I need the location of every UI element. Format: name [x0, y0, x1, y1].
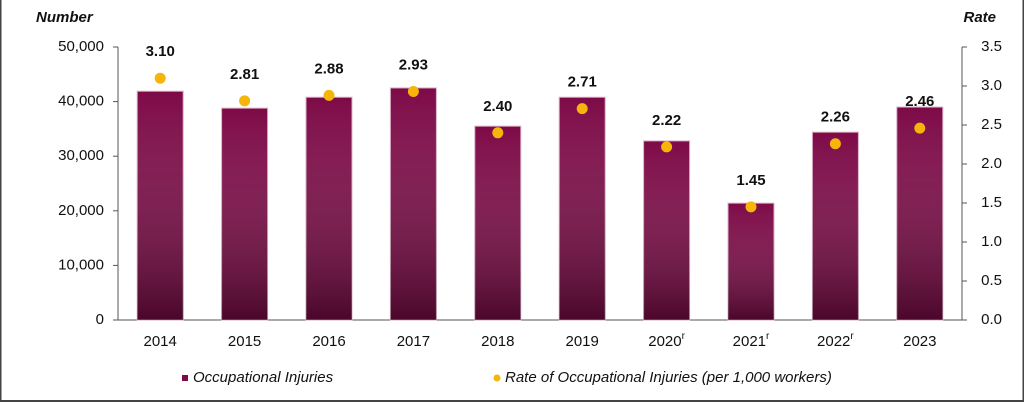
legend-marker — [182, 375, 188, 381]
legend-marker — [493, 374, 501, 382]
category-note: r — [682, 331, 686, 342]
bar-shade — [812, 132, 859, 320]
value-label: 2.22 — [652, 112, 681, 129]
x-tick-label: 2017 — [397, 333, 430, 350]
y2-tick-label: 0.5 — [981, 272, 1002, 289]
y2-tick-label: 3.5 — [981, 38, 1002, 55]
y-tick-label: 10,000 — [58, 256, 104, 273]
category: 2015 — [228, 333, 261, 350]
rate-dot — [239, 95, 251, 107]
category: 2020 — [648, 333, 681, 350]
rate-dot — [661, 141, 673, 153]
rate-dot — [154, 72, 166, 84]
category: 2017 — [397, 333, 430, 350]
value-label: 2.93 — [399, 56, 428, 73]
bar-shade — [474, 126, 521, 320]
x-tick-label: 2022r — [817, 331, 854, 350]
y-tick-label: 50,000 — [58, 38, 104, 55]
x-tick-label: 2023 — [903, 333, 936, 350]
y-axis-title: Number — [36, 9, 94, 26]
category: 2016 — [312, 333, 345, 350]
y2-tick-label: 2.5 — [981, 116, 1002, 133]
category: 2014 — [144, 333, 177, 350]
bar-shade — [559, 97, 606, 321]
y2-axis-title: Rate — [963, 9, 996, 26]
value-label: 1.45 — [736, 172, 765, 189]
value-label: 2.40 — [483, 98, 512, 115]
bar-shade — [221, 108, 268, 320]
rate-dot — [745, 201, 757, 213]
y2-tick-label: 1.0 — [981, 233, 1002, 250]
x-tick-label: 2020r — [648, 331, 685, 350]
value-label: 2.46 — [905, 93, 934, 110]
category-note: r — [766, 331, 770, 342]
x-tick-label: 2016 — [312, 333, 345, 350]
y-tick-label: 40,000 — [58, 93, 104, 110]
value-label: 2.26 — [821, 109, 850, 126]
legend-label: Occupational Injuries — [193, 369, 334, 386]
category: 2019 — [566, 333, 599, 350]
category: 2023 — [903, 333, 936, 350]
rate-dot — [407, 85, 419, 97]
x-tick-label: 2015 — [228, 333, 261, 350]
rate-dot — [914, 122, 926, 134]
x-tick-label: 2021r — [733, 331, 770, 350]
category: 2018 — [481, 333, 514, 350]
rate-dot — [576, 103, 588, 115]
y2-tick-label: 3.0 — [981, 77, 1002, 94]
bar-shade — [390, 87, 437, 320]
category: 2022 — [817, 333, 850, 350]
y-tick-label: 30,000 — [58, 147, 104, 164]
x-tick-label: 2019 — [566, 333, 599, 350]
y2-tick-label: 2.0 — [981, 155, 1002, 172]
bar-shade — [896, 107, 943, 320]
y-tick-label: 0 — [96, 311, 104, 328]
y2-tick-label: 1.5 — [981, 194, 1002, 211]
bar-shade — [137, 91, 184, 320]
value-label: 2.88 — [314, 60, 343, 77]
y-tick-label: 20,000 — [58, 202, 104, 219]
x-tick-label: 2014 — [144, 333, 177, 350]
bar-shade — [643, 140, 690, 320]
category-note: r — [850, 331, 854, 342]
rate-dot — [829, 138, 841, 150]
value-label: 2.71 — [568, 74, 597, 91]
bar-shade — [306, 97, 352, 321]
rate-dot — [492, 127, 504, 139]
value-label: 2.81 — [230, 66, 259, 83]
category: 2021 — [733, 333, 766, 350]
bar-shade — [728, 203, 774, 320]
x-tick-label: 2018 — [481, 333, 514, 350]
rate-dot — [323, 89, 335, 101]
legend-label: Rate of Occupational Injuries (per 1,000… — [505, 369, 832, 386]
y2-tick-label: 0.0 — [981, 311, 1002, 328]
value-label: 3.10 — [146, 43, 175, 60]
